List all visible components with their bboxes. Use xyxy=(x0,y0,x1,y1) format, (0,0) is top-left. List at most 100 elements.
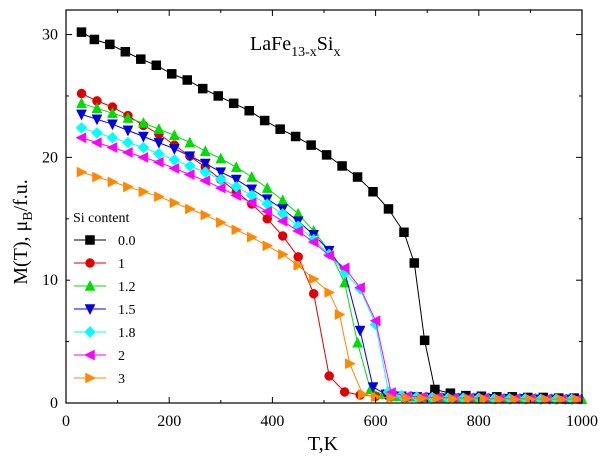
data-point xyxy=(152,156,164,168)
data-point xyxy=(107,107,118,118)
data-point xyxy=(231,224,243,236)
legend-label: 3 xyxy=(118,372,125,387)
data-point xyxy=(290,131,301,142)
legend-marker xyxy=(85,372,97,384)
data-point xyxy=(228,98,239,109)
data-point xyxy=(183,169,195,180)
legend-item: 1.8 xyxy=(74,326,136,341)
legend-item: 1.5 xyxy=(74,303,136,318)
data-point xyxy=(230,190,242,201)
data-point xyxy=(183,160,196,172)
data-point xyxy=(89,34,100,45)
title-sub: 13-x xyxy=(291,45,317,60)
data-point xyxy=(137,116,149,128)
title-main: LaFe xyxy=(250,33,291,55)
legend-label: 1 xyxy=(118,257,125,272)
data-point xyxy=(91,102,103,113)
data-point xyxy=(76,109,87,121)
data-point xyxy=(572,393,583,405)
data-point xyxy=(138,186,150,198)
data-point xyxy=(334,309,346,320)
legend-marker xyxy=(85,258,95,268)
data-point xyxy=(262,240,274,252)
data-point xyxy=(105,39,115,50)
data-point xyxy=(432,392,444,404)
data-point xyxy=(153,147,165,160)
series-3 xyxy=(76,166,583,405)
data-point xyxy=(352,172,363,182)
data-point xyxy=(448,393,460,405)
legend-item: 0.0 xyxy=(74,234,136,249)
y-tick-label: 20 xyxy=(42,149,58,166)
series-line xyxy=(81,171,577,400)
legend-marker xyxy=(84,279,96,291)
data-point xyxy=(122,136,134,149)
legend-title: Si content xyxy=(73,211,129,226)
data-point xyxy=(293,260,305,271)
data-point xyxy=(75,132,87,144)
data-point xyxy=(91,114,103,126)
data-point xyxy=(354,325,366,337)
data-point xyxy=(230,161,242,172)
data-point xyxy=(76,27,87,37)
data-point xyxy=(338,262,350,274)
y-axis-label: M(T), μB/f.u. xyxy=(10,179,36,285)
chart-title: LaFe13-xSix xyxy=(250,33,340,60)
data-point xyxy=(556,393,568,405)
data-point xyxy=(92,171,104,183)
data-point xyxy=(75,122,88,134)
data-point xyxy=(419,335,430,346)
x-tick-label: 1000 xyxy=(566,413,598,430)
data-point xyxy=(369,315,381,327)
data-point xyxy=(136,54,146,64)
data-point xyxy=(261,206,272,217)
data-point xyxy=(185,203,196,215)
data-point xyxy=(409,258,420,268)
legend-marker xyxy=(84,326,96,338)
data-point xyxy=(107,119,118,131)
data-point xyxy=(215,152,227,164)
data-point xyxy=(168,129,180,141)
data-point xyxy=(345,358,356,370)
data-point xyxy=(90,137,102,149)
data-point xyxy=(277,231,288,241)
legend-item: 3 xyxy=(74,372,125,387)
legend-marker xyxy=(84,304,96,316)
x-tick-label: 800 xyxy=(467,413,491,430)
data-point xyxy=(199,166,212,178)
data-point xyxy=(153,123,165,134)
data-point xyxy=(307,236,319,248)
y-label-sub: B xyxy=(21,211,36,220)
data-point xyxy=(122,112,134,123)
data-point xyxy=(199,158,211,170)
data-point xyxy=(337,161,347,171)
data-point xyxy=(169,197,181,209)
data-point xyxy=(354,282,365,293)
x-tick-label: 600 xyxy=(364,413,388,430)
data-point xyxy=(137,151,149,163)
data-point xyxy=(151,60,162,71)
x-axis-label: T,K xyxy=(308,433,339,455)
data-point xyxy=(367,382,379,394)
data-point xyxy=(106,142,118,153)
data-point xyxy=(153,137,165,149)
data-point xyxy=(401,392,413,404)
data-point xyxy=(463,393,475,405)
legend-label: 0.0 xyxy=(118,234,136,249)
data-point xyxy=(199,175,211,187)
legend-marker xyxy=(83,349,95,361)
y-tick-label: 30 xyxy=(42,27,58,44)
data-point xyxy=(182,75,193,85)
x-tick-label: 0 xyxy=(62,413,70,430)
data-point xyxy=(494,393,506,405)
data-point xyxy=(120,47,131,57)
data-point xyxy=(197,83,208,94)
data-point xyxy=(76,97,87,109)
data-point xyxy=(230,180,243,193)
data-point xyxy=(383,204,394,214)
x-tick-label: 400 xyxy=(260,413,284,430)
data-point xyxy=(214,182,226,194)
legend-label: 1.2 xyxy=(118,280,136,295)
data-point xyxy=(76,88,87,99)
